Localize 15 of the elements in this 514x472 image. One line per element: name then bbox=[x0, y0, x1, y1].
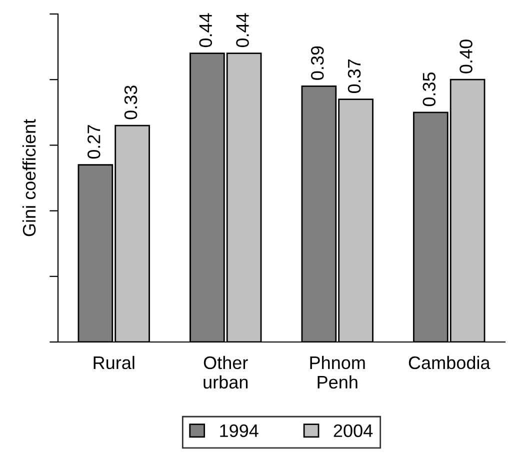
x-tick-label: Cambodia bbox=[408, 356, 490, 370]
data-label: 0.44 bbox=[236, 13, 249, 48]
data-label: 0.37 bbox=[348, 59, 361, 94]
y-axis-title: Gini coefficient bbox=[22, 119, 36, 236]
x-tick-label: Other urban bbox=[204, 356, 248, 389]
data-label: 0.39 bbox=[310, 46, 324, 80]
data-label: 0.35 bbox=[422, 72, 436, 106]
x-tick-label: Phnom Penh bbox=[310, 356, 365, 389]
data-label: 0.33 bbox=[124, 86, 138, 120]
data-label: 0.27 bbox=[87, 125, 100, 159]
legend-label: 1994 bbox=[220, 424, 258, 438]
data-label: 0.44 bbox=[199, 13, 212, 48]
data-label: 0.40 bbox=[460, 40, 472, 74]
x-tick-label: Rural bbox=[94, 356, 134, 370]
legend-label: 2004 bbox=[334, 424, 373, 438]
